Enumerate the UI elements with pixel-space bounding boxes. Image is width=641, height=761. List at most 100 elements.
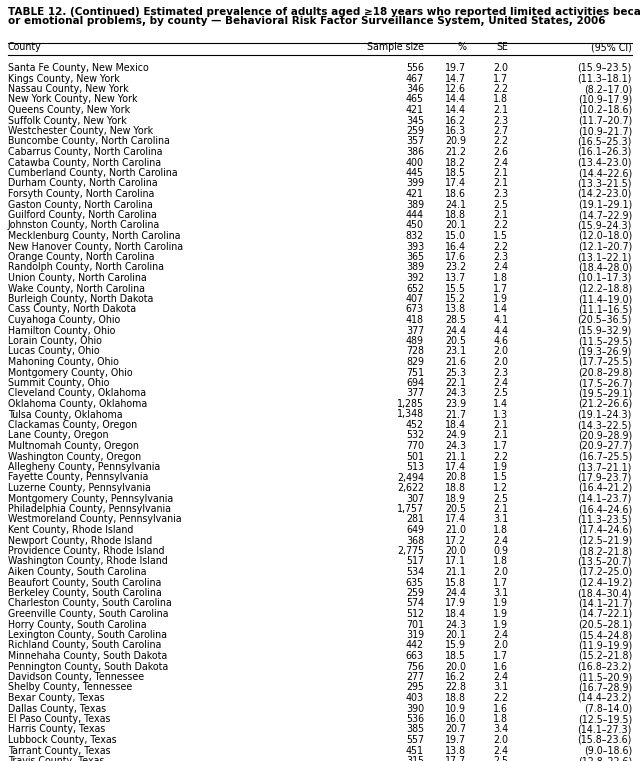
Text: 18.5: 18.5: [445, 651, 466, 661]
Text: 1.7: 1.7: [493, 284, 508, 294]
Text: Philadelphia County, Pennsylvania: Philadelphia County, Pennsylvania: [8, 504, 171, 514]
Text: 18.5: 18.5: [445, 168, 466, 178]
Text: Catawba County, North Carolina: Catawba County, North Carolina: [8, 158, 161, 167]
Text: 365: 365: [406, 252, 424, 262]
Text: Shelby County, Tennessee: Shelby County, Tennessee: [8, 683, 132, 693]
Text: 418: 418: [406, 315, 424, 325]
Text: Charleston County, South Carolina: Charleston County, South Carolina: [8, 598, 172, 609]
Text: 1.5: 1.5: [493, 473, 508, 482]
Text: 357: 357: [406, 136, 424, 147]
Text: (14.7–22.9): (14.7–22.9): [578, 210, 632, 220]
Text: 445: 445: [406, 168, 424, 178]
Text: 832: 832: [406, 231, 424, 241]
Text: (15.9–24.3): (15.9–24.3): [578, 221, 632, 231]
Text: 452: 452: [406, 420, 424, 430]
Text: Allegheny County, Pennsylvania: Allegheny County, Pennsylvania: [8, 462, 160, 472]
Text: (20.9–27.7): (20.9–27.7): [578, 441, 632, 451]
Text: 532: 532: [406, 431, 424, 441]
Text: 20.0: 20.0: [445, 661, 466, 671]
Text: (18.4–28.0): (18.4–28.0): [578, 263, 632, 272]
Text: 536: 536: [406, 714, 424, 724]
Text: (16.1–26.3): (16.1–26.3): [578, 147, 632, 157]
Text: (17.2–25.0): (17.2–25.0): [578, 567, 632, 577]
Text: Buncombe County, North Carolina: Buncombe County, North Carolina: [8, 136, 170, 147]
Text: 517: 517: [406, 556, 424, 566]
Text: (14.4–23.2): (14.4–23.2): [578, 693, 632, 703]
Text: 407: 407: [406, 294, 424, 304]
Text: 385: 385: [406, 724, 424, 734]
Text: (10.9–17.9): (10.9–17.9): [578, 94, 632, 104]
Text: 277: 277: [406, 672, 424, 682]
Text: 24.4: 24.4: [445, 588, 466, 598]
Text: (12.4–19.2): (12.4–19.2): [578, 578, 632, 587]
Text: (14.1–23.7): (14.1–23.7): [578, 493, 632, 504]
Text: 386: 386: [406, 147, 424, 157]
Text: 15.0: 15.0: [445, 231, 466, 241]
Text: 20.5: 20.5: [445, 504, 466, 514]
Text: 18.2: 18.2: [445, 158, 466, 167]
Text: (13.7–21.1): (13.7–21.1): [578, 462, 632, 472]
Text: New Hanover County, North Carolina: New Hanover County, North Carolina: [8, 241, 183, 251]
Text: (13.4–23.0): (13.4–23.0): [578, 158, 632, 167]
Text: Cass County, North Dakota: Cass County, North Dakota: [8, 304, 136, 314]
Text: 400: 400: [406, 158, 424, 167]
Text: 513: 513: [406, 462, 424, 472]
Text: (13.5–20.7): (13.5–20.7): [578, 556, 632, 566]
Text: 444: 444: [406, 210, 424, 220]
Text: 574: 574: [406, 598, 424, 609]
Text: (12.5–19.5): (12.5–19.5): [578, 714, 632, 724]
Text: 1.9: 1.9: [493, 619, 508, 629]
Text: 1.7: 1.7: [493, 651, 508, 661]
Text: 13.8: 13.8: [445, 746, 466, 756]
Text: TABLE 12. (Continued) Estimated prevalence of adults aged ≥18 years who reported: TABLE 12. (Continued) Estimated prevalen…: [8, 7, 641, 17]
Text: 393: 393: [406, 241, 424, 251]
Text: Nassau County, New York: Nassau County, New York: [8, 84, 129, 94]
Text: (11.3–23.5): (11.3–23.5): [578, 514, 632, 524]
Text: (11.1–16.5): (11.1–16.5): [578, 304, 632, 314]
Text: 1.6: 1.6: [493, 703, 508, 714]
Text: (9.0–18.6): (9.0–18.6): [584, 746, 632, 756]
Text: Suffolk County, New York: Suffolk County, New York: [8, 116, 127, 126]
Text: (11.3–18.1): (11.3–18.1): [578, 74, 632, 84]
Text: 13.8: 13.8: [445, 304, 466, 314]
Text: 2.7: 2.7: [493, 126, 508, 136]
Text: 21.1: 21.1: [445, 451, 466, 461]
Text: 2.0: 2.0: [493, 735, 508, 745]
Text: Johnston County, North Carolina: Johnston County, North Carolina: [8, 221, 160, 231]
Text: SE: SE: [496, 42, 508, 52]
Text: Multnomah County, Oregon: Multnomah County, Oregon: [8, 441, 139, 451]
Text: New York County, New York: New York County, New York: [8, 94, 138, 104]
Text: Gaston County, North Carolina: Gaston County, North Carolina: [8, 199, 153, 209]
Text: Cuyahoga County, Ohio: Cuyahoga County, Ohio: [8, 315, 121, 325]
Text: 17.7: 17.7: [445, 756, 466, 761]
Text: (15.4–24.8): (15.4–24.8): [578, 630, 632, 640]
Text: 14.4: 14.4: [445, 94, 466, 104]
Text: (21.2–26.6): (21.2–26.6): [578, 399, 632, 409]
Text: Newport County, Rhode Island: Newport County, Rhode Island: [8, 536, 153, 546]
Text: Kings County, New York: Kings County, New York: [8, 74, 120, 84]
Text: 2.0: 2.0: [493, 641, 508, 651]
Text: 1.7: 1.7: [493, 578, 508, 587]
Text: Cabarrus County, North Carolina: Cabarrus County, North Carolina: [8, 147, 163, 157]
Text: 25.3: 25.3: [445, 368, 466, 377]
Text: 2.2: 2.2: [493, 221, 508, 231]
Text: 28.5: 28.5: [445, 315, 466, 325]
Text: (14.4–22.6): (14.4–22.6): [578, 168, 632, 178]
Text: 728: 728: [406, 346, 424, 356]
Text: 17.4: 17.4: [445, 514, 466, 524]
Text: 17.6: 17.6: [445, 252, 466, 262]
Text: 19.7: 19.7: [445, 63, 466, 73]
Text: (14.1–27.3): (14.1–27.3): [578, 724, 632, 734]
Text: Hamilton County, Ohio: Hamilton County, Ohio: [8, 326, 115, 336]
Text: Oklahoma County, Oklahoma: Oklahoma County, Oklahoma: [8, 399, 147, 409]
Text: Montgomery County, Pennsylvania: Montgomery County, Pennsylvania: [8, 493, 173, 504]
Text: Beaufort County, South Carolina: Beaufort County, South Carolina: [8, 578, 162, 587]
Text: 21.7: 21.7: [445, 409, 466, 419]
Text: 829: 829: [406, 357, 424, 367]
Text: Lane County, Oregon: Lane County, Oregon: [8, 431, 108, 441]
Text: (15.8–23.6): (15.8–23.6): [578, 735, 632, 745]
Text: 1.3: 1.3: [493, 409, 508, 419]
Text: (14.1–21.7): (14.1–21.7): [578, 598, 632, 609]
Text: Davidson County, Tennessee: Davidson County, Tennessee: [8, 672, 144, 682]
Text: 23.1: 23.1: [445, 346, 466, 356]
